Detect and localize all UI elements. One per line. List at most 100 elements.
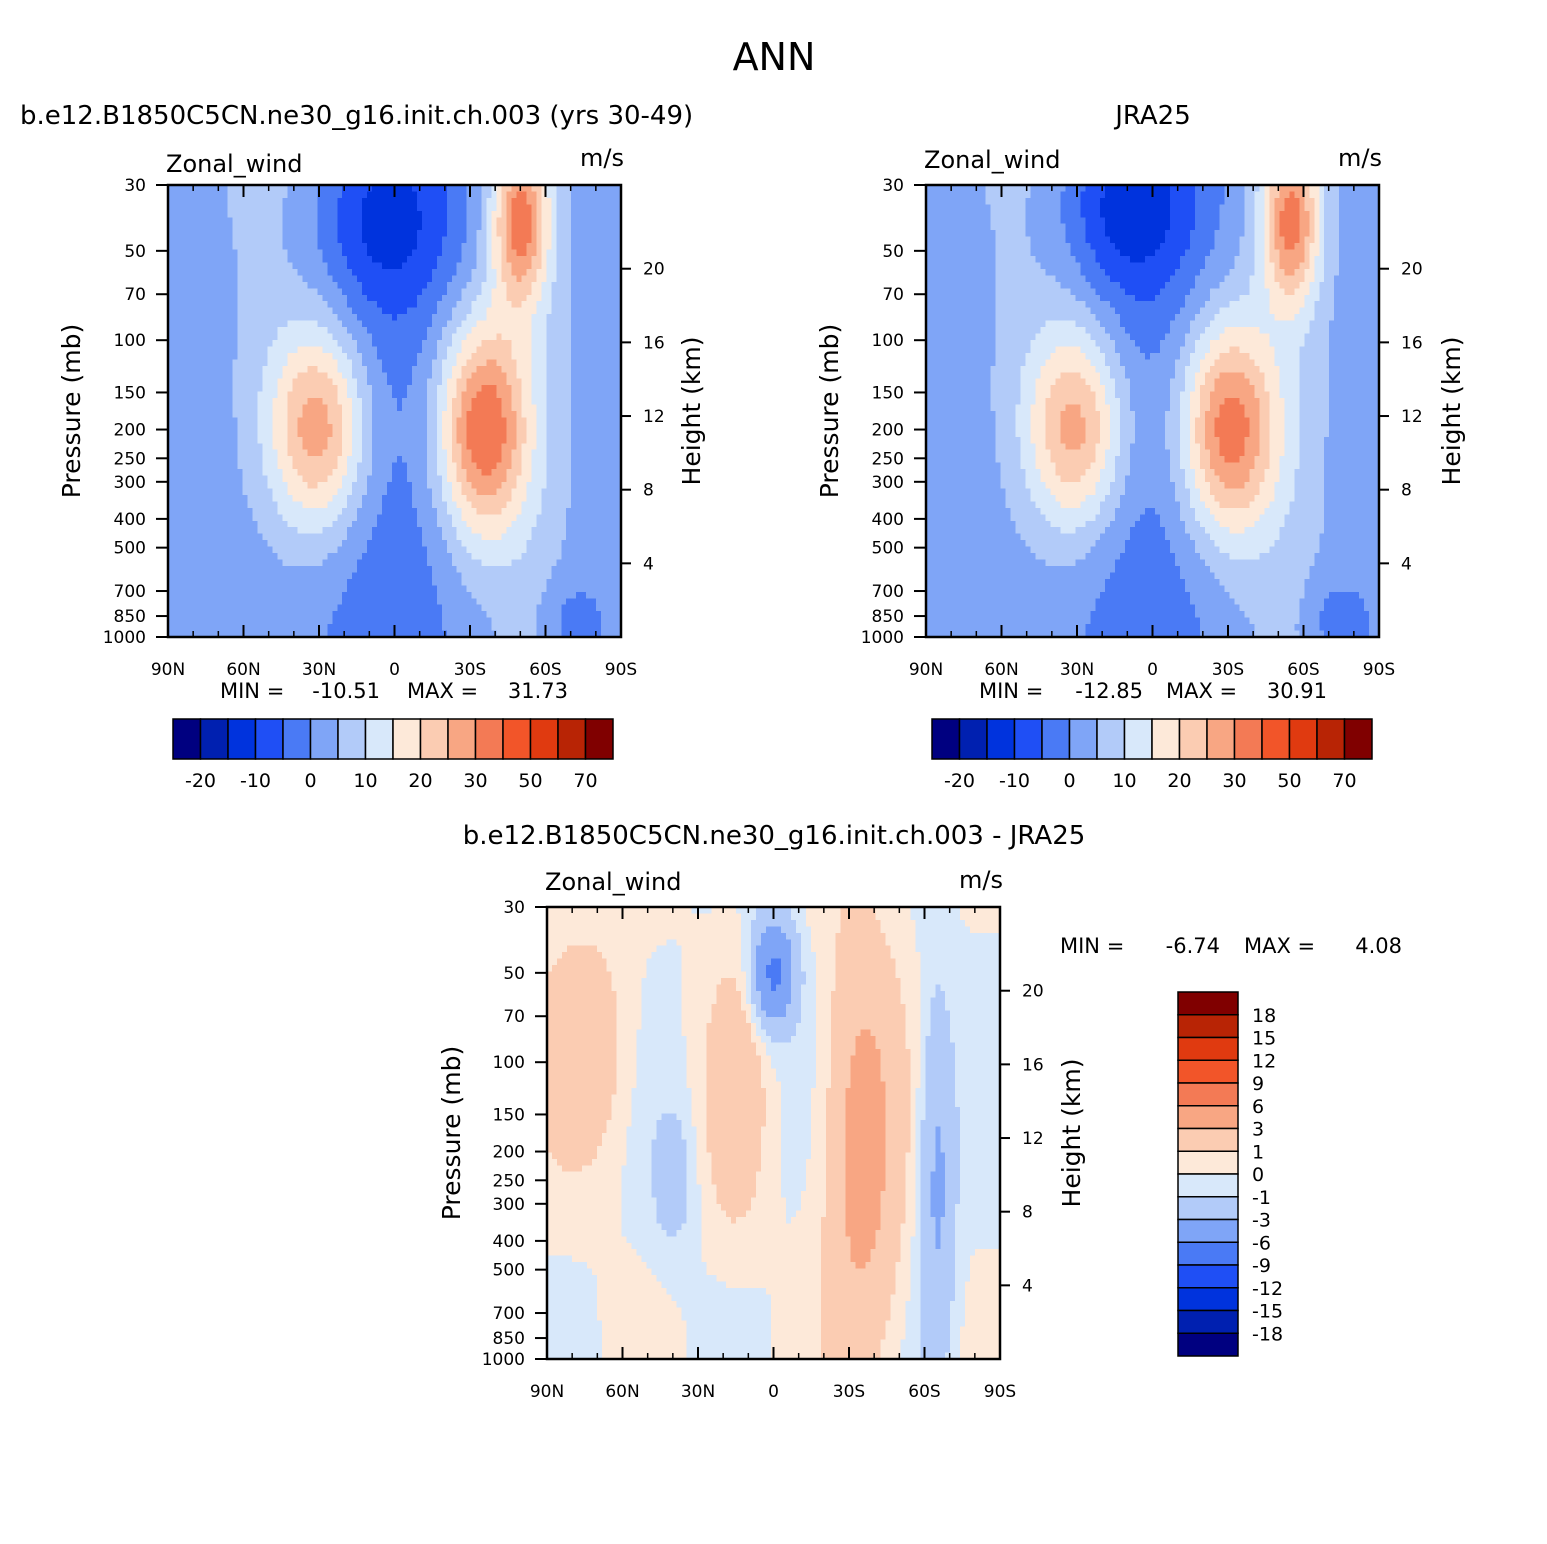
height-tick-label: 4 [1401,554,1412,574]
colorbar-label: -18 [1252,1323,1283,1345]
colorbar-swatch [1177,1014,1239,1039]
pressure-tick-label: 300 [493,1195,525,1215]
lat-tick-label: 30S [833,1382,865,1402]
colorbar-swatch [447,718,477,760]
pressure-tick-label: 850 [872,607,904,627]
pressure-tick-label: 700 [493,1304,525,1324]
colorbar-label: -10 [240,770,271,792]
lat-tick-label: 90N [151,660,185,680]
height-tick-label: 12 [1401,407,1423,427]
colorbar-swatch [1288,718,1318,760]
pressure-tick-label: 100 [114,331,146,351]
pressure-tick-label: 500 [493,1261,525,1281]
colorbar-swatch [474,718,504,760]
colorbar-label: 10 [1112,770,1136,792]
height-tick-label: 8 [643,481,654,501]
colorbar-label: 15 [1252,1028,1276,1050]
colorbar-label: 20 [408,770,432,792]
pressure-tick-label: 850 [493,1329,525,1349]
colorbar-swatch [1206,718,1236,760]
colorbar-swatch [1177,1127,1239,1152]
colorbar-label: 0 [1063,770,1075,792]
pressure-tick-label: 250 [493,1171,525,1191]
pressure-tick-label: 200 [872,421,904,441]
pressure-tick-label: 50 [503,964,525,984]
panel-obs-plot: 3050701001502002503004005007008501000481… [861,176,1423,680]
pressure-tick-label: 100 [493,1053,525,1073]
panel-model-min-label: MIN = [220,679,284,703]
panel-obs-min-label: MIN = [979,679,1043,703]
colorbar-label: -3 [1252,1210,1271,1232]
panel-diff-max-label: MAX = [1244,934,1315,958]
panel-diff-pressure-label: Pressure (mb) [437,1046,466,1220]
height-tick-label: 16 [1022,1055,1044,1075]
pressure-tick-label: 250 [114,449,146,469]
colorbar-swatch [1343,718,1373,760]
panel-obs-pressure-label: Pressure (mb) [815,324,844,498]
panel-obs-colorbar: -20 -10 0 10 20 30 50 70 [931,718,1373,792]
colorbar-swatch [1261,718,1291,760]
panel-diff-units-label: m/s [959,866,1003,894]
colorbar-label: 1 [1252,1141,1264,1163]
height-tick-label: 12 [1022,1129,1044,1149]
colorbar-label: 10 [353,770,377,792]
lat-tick-label: 30N [1060,660,1094,680]
panel-model-min-value: -10.51 [312,679,380,703]
colorbar-swatch [1096,718,1126,760]
colorbar-swatch [1177,1264,1239,1289]
colorbar-swatch [1177,1059,1239,1084]
lat-tick-label: 60S [529,660,561,680]
panel-diff-left-label: Zonal_wind [545,868,681,896]
lat-tick-label: 90S [1363,660,1395,680]
colorbar-swatch [254,718,284,760]
lat-tick-label: 30N [302,660,336,680]
lat-tick-label: 90N [909,660,943,680]
colorbar-swatch [1177,1150,1239,1175]
lat-tick-label: 0 [1147,660,1158,680]
colorbar-swatch [392,718,422,760]
pressure-tick-label: 500 [114,539,146,559]
lat-tick-label: 60N [984,660,1018,680]
pressure-tick-label: 30 [503,898,525,918]
height-tick-label: 20 [643,260,665,280]
lat-tick-label: 60N [226,660,260,680]
lat-tick-label: 60S [1287,660,1319,680]
colorbar-swatch [557,718,587,760]
height-tick-label: 20 [1022,982,1044,1002]
pressure-tick-label: 300 [872,473,904,493]
panel-model-plot: 3050701001502002503004005007008501000481… [103,176,665,680]
pressure-tick-label: 150 [114,383,146,403]
colorbar-label: 18 [1252,1005,1276,1027]
panel-diff-height-label: Height (km) [1057,1059,1086,1208]
lat-tick-label: 60S [908,1382,940,1402]
colorbar-swatch [958,718,988,760]
lat-tick-label: 0 [389,660,400,680]
colorbar-swatch [419,718,449,760]
colorbar-label: 20 [1167,770,1191,792]
colorbar-label: 30 [463,770,487,792]
pressure-tick-label: 1000 [103,628,146,648]
colorbar-swatch [529,718,559,760]
colorbar-label: 9 [1252,1073,1264,1095]
colorbar-swatch [282,718,312,760]
colorbar-label: 6 [1252,1096,1264,1118]
colorbar-swatch [309,718,339,760]
pressure-tick-label: 100 [872,331,904,351]
colorbar-swatch [1177,1105,1239,1130]
pressure-tick-label: 700 [872,582,904,602]
colorbar-label: 50 [1277,770,1301,792]
colorbar-label: -9 [1252,1255,1271,1277]
panel-model: b.e12.B1850C5CN.ne30_g16.init.ch.003 (yr… [20,101,706,792]
colorbar-swatch [1013,718,1043,760]
colorbar-label: 50 [518,770,542,792]
height-tick-label: 16 [1401,333,1423,353]
colorbar-swatch [1177,1082,1239,1107]
pressure-tick-label: 400 [114,510,146,530]
panel-obs-left-label: Zonal_wind [924,146,1060,174]
colorbar-swatch [1177,1287,1239,1312]
pressure-tick-label: 400 [493,1232,525,1252]
height-tick-label: 12 [643,407,665,427]
colorbar-swatch [1316,718,1346,760]
colorbar-label: 3 [1252,1119,1264,1141]
